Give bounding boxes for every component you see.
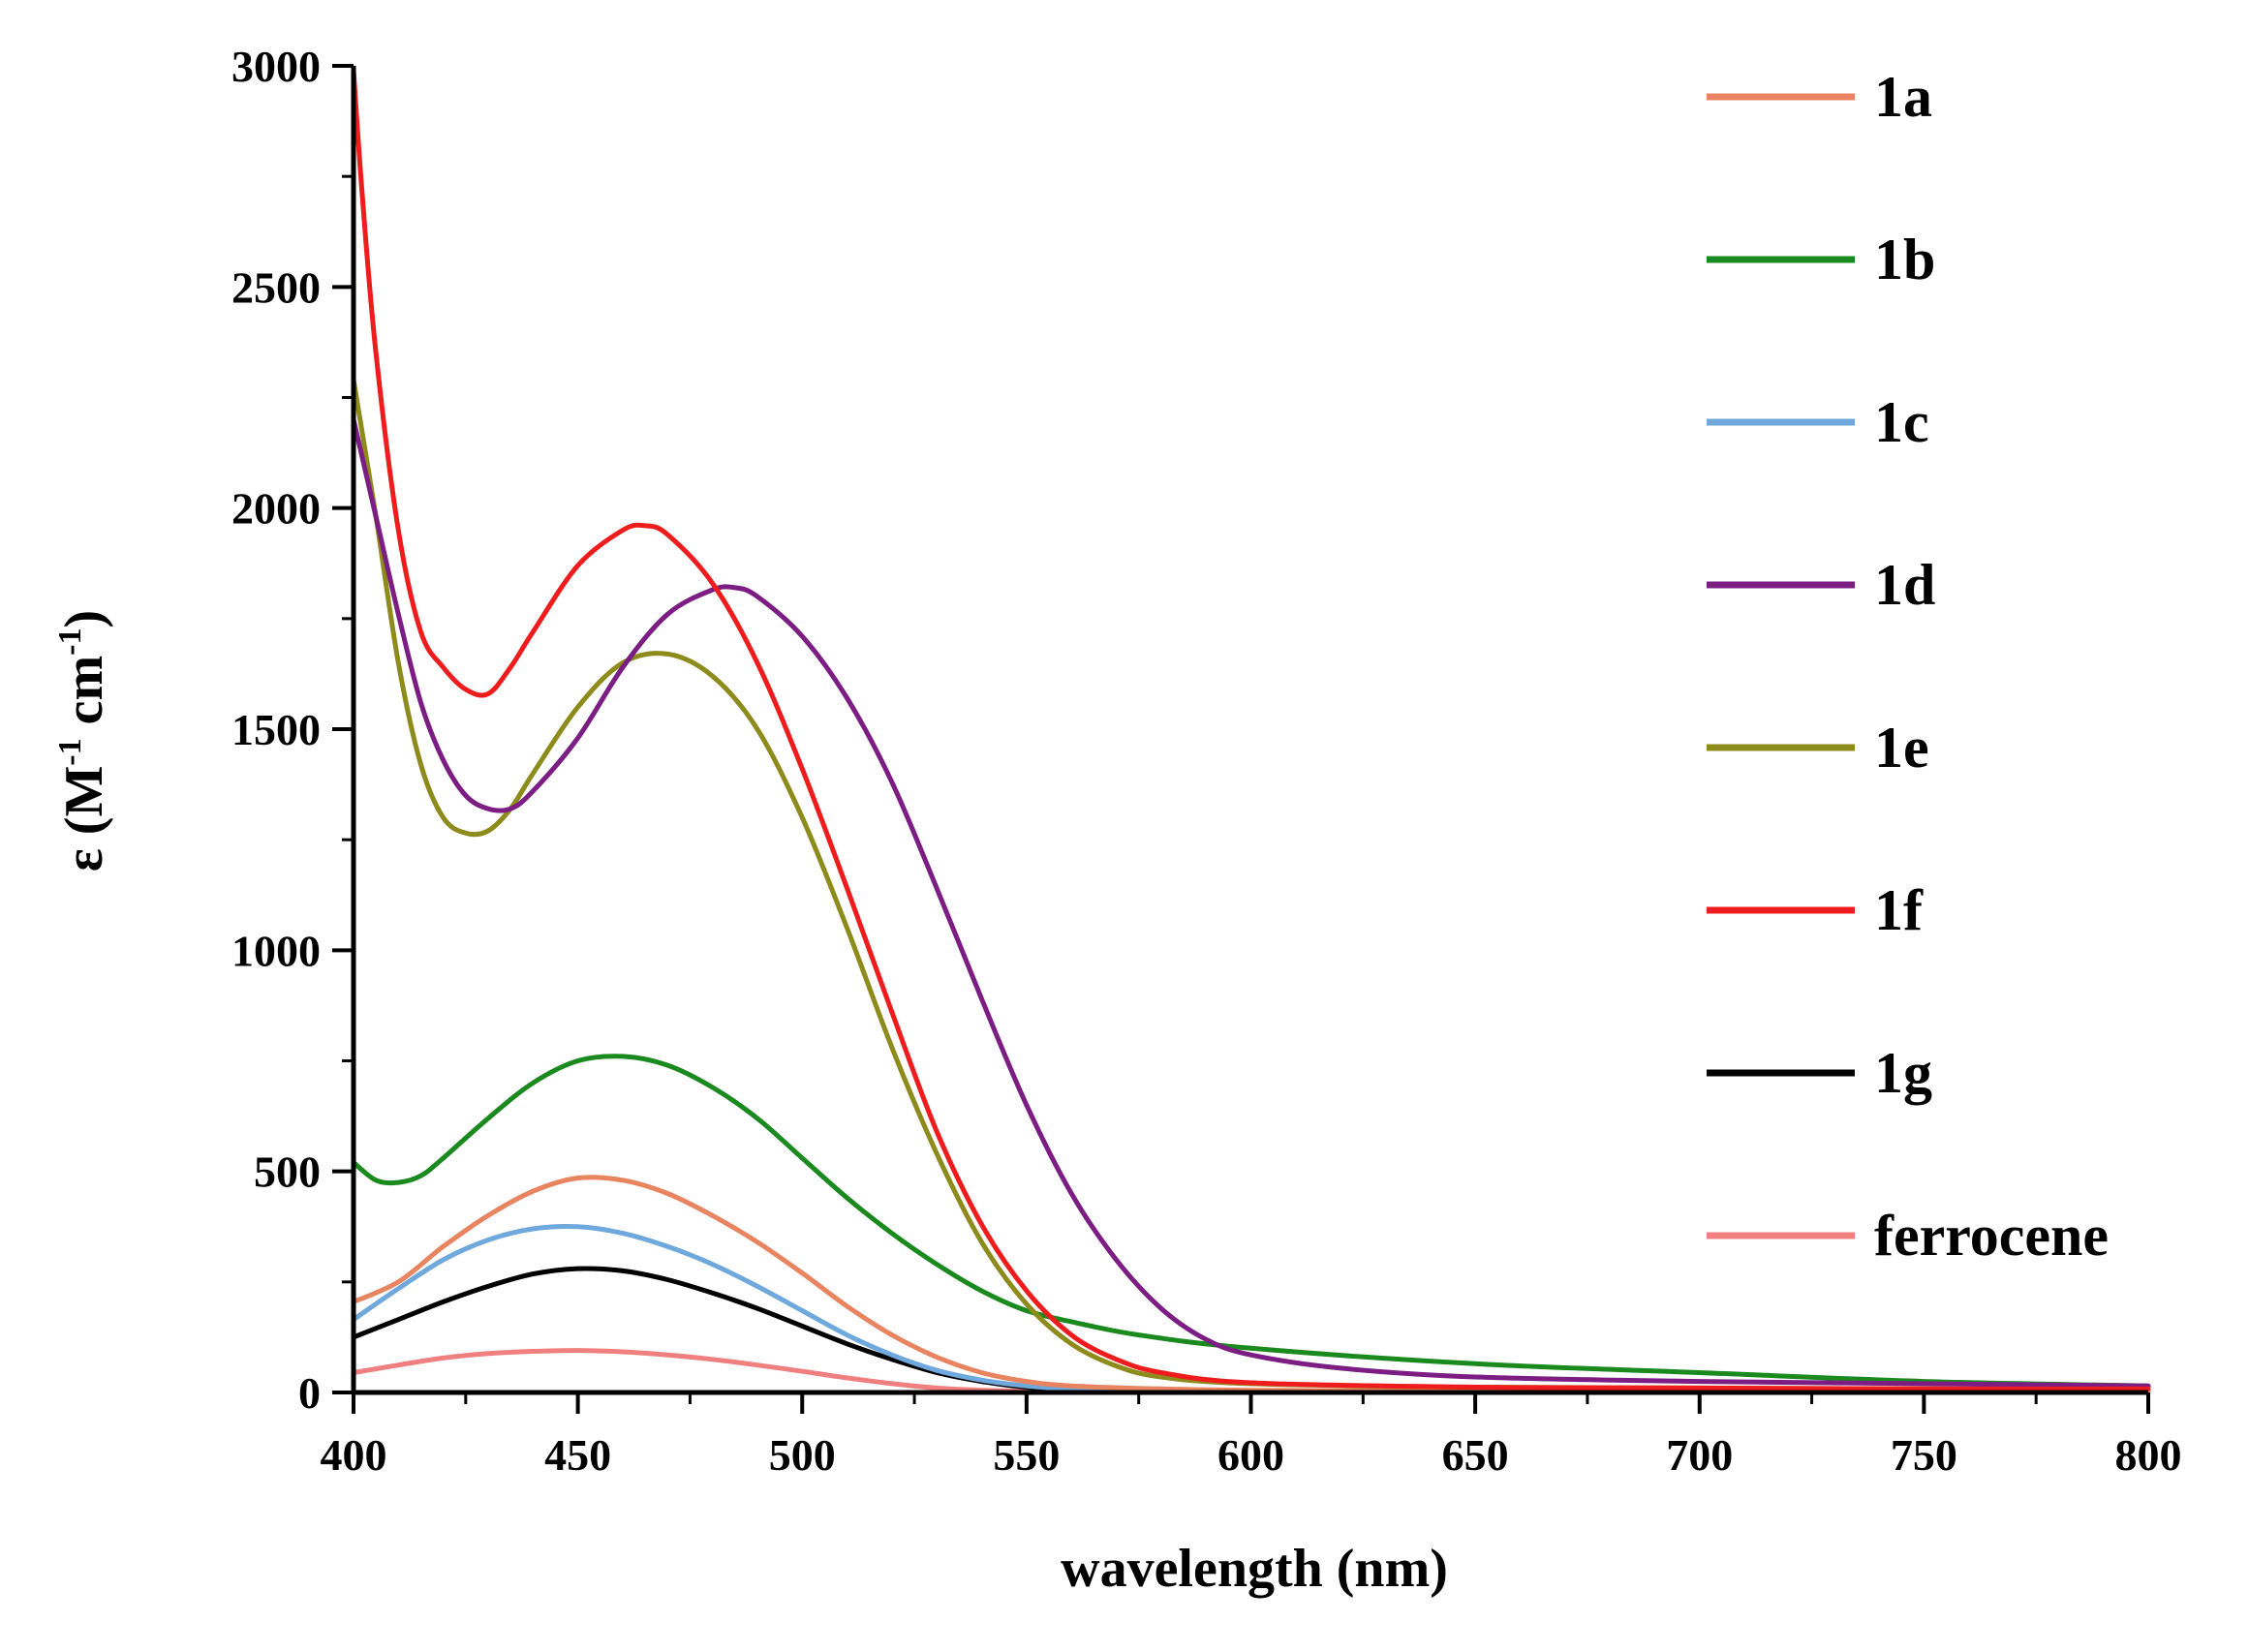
y-tick-label: 2000 xyxy=(231,484,321,534)
x-axis-title: wavelength (nm) xyxy=(1061,1539,1448,1599)
x-tick-label: 500 xyxy=(769,1430,836,1480)
x-tick-label: 450 xyxy=(544,1430,611,1480)
legend: 1a 1b 1c 1d 1e 1f 1g ferrocene xyxy=(1707,65,2109,1268)
series-line-1b xyxy=(351,1054,2151,1389)
y-tick-label: 2500 xyxy=(231,262,321,312)
legend-label-1g: 1g xyxy=(1874,1041,1932,1105)
legend-label-1e: 1e xyxy=(1874,716,1929,780)
x-tick-label: 750 xyxy=(1891,1430,1957,1480)
x-tick-label: 700 xyxy=(1666,1430,1733,1480)
y-tick-label: 1000 xyxy=(231,926,321,975)
x-tick-label: 400 xyxy=(321,1430,387,1480)
series-line-1f xyxy=(351,68,2151,1392)
legend-label-1d: 1d xyxy=(1874,553,1935,617)
y-ticks: 0 500 1000 1500 2000 2500 3000 xyxy=(231,42,354,1418)
y-axis-title-sup2: -1 xyxy=(52,628,88,656)
legend-label-1b: 1b xyxy=(1874,228,1935,291)
x-tick-label: 800 xyxy=(2115,1430,2182,1480)
x-tick-label: 550 xyxy=(993,1430,1060,1480)
series-line-1g xyxy=(351,1266,2151,1394)
legend-label-1c: 1c xyxy=(1874,390,1929,454)
y-axis-title-end: ) xyxy=(54,610,114,628)
legend-label-ferrocene: ferrocene xyxy=(1874,1204,2109,1268)
x-tick-label: 600 xyxy=(1217,1430,1284,1480)
legend-label-1a: 1a xyxy=(1874,65,1932,129)
series-layer xyxy=(351,68,2151,1395)
y-tick-label: 1500 xyxy=(231,705,321,754)
legend-label-1f: 1f xyxy=(1874,878,1924,942)
y-axis-title-main: ε (M xyxy=(54,766,114,872)
x-tick-label: 650 xyxy=(1442,1430,1509,1480)
y-tick-label: 0 xyxy=(298,1368,321,1418)
series-line-1d xyxy=(351,416,2151,1389)
y-axis-title-sup1: -1 xyxy=(52,738,88,765)
y-axis-title: ε (M-1 cm-1) xyxy=(52,610,114,872)
x-ticks: 400 450 500 550 600 650 700 750 800 xyxy=(321,1392,2182,1480)
y-tick-label: 500 xyxy=(254,1147,321,1197)
y-axis-title-mid: cm xyxy=(54,656,114,739)
y-tick-label: 3000 xyxy=(231,42,321,91)
